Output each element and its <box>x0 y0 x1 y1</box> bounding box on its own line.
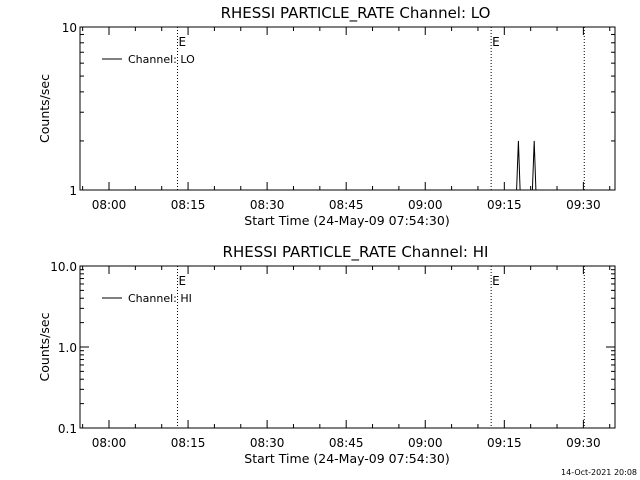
x-tick-label: 09:00 <box>408 436 443 450</box>
x-tick-label: 09:00 <box>408 198 443 212</box>
x-tick-label: 09:15 <box>487 436 522 450</box>
legend-label: Channel: LO <box>128 53 195 66</box>
x-tick-label: 08:30 <box>250 436 285 450</box>
y-tick-label: 1.0 <box>58 341 77 355</box>
x-tick-label: 08:15 <box>171 198 206 212</box>
x-axis-label: Start Time (24-May-09 07:54:30) <box>244 451 449 466</box>
panel-lo: RHESSI PARTICLE_RATE Channel: LO Start Ti… <box>37 4 616 228</box>
event-marker-label: E <box>179 274 187 288</box>
x-tick-label: 09:15 <box>487 198 522 212</box>
y-tick-label: 1 <box>69 184 77 198</box>
chart-title: RHESSI PARTICLE_RATE Channel: HI <box>223 243 489 262</box>
event-marker-label: E <box>492 35 500 49</box>
x-tick-label: 08:00 <box>92 198 127 212</box>
x-tick-label: 08:30 <box>250 198 285 212</box>
chart-title: RHESSI PARTICLE_RATE Channel: LO <box>221 4 491 23</box>
footer-timestamp: 14-Oct-2021 20:08 <box>561 468 637 477</box>
x-tick-label: 08:00 <box>92 436 127 450</box>
x-tick-label: 08:45 <box>329 436 364 450</box>
panel-hi: RHESSI PARTICLE_RATE Channel: HI Start Ti… <box>37 243 616 466</box>
event-marker-label: E <box>179 35 187 49</box>
y-axis-label: Counts/sec <box>37 312 52 381</box>
plot-frame <box>79 26 616 191</box>
y-axis-label: Counts/sec <box>37 74 52 143</box>
x-axis-label: Start Time (24-May-09 07:54:30) <box>244 213 449 228</box>
x-tick-label: 09:30 <box>566 436 601 450</box>
event-marker-label: E <box>492 274 500 288</box>
y-tick-label: 0.1 <box>58 422 77 436</box>
y-tick-label: 10.0 <box>50 260 77 274</box>
x-tick-label: 09:30 <box>566 198 601 212</box>
x-tick-label: 08:15 <box>171 436 206 450</box>
legend-label: Channel: HI <box>128 292 192 305</box>
plot-frame <box>79 265 616 429</box>
y-tick-label: 10 <box>62 21 77 35</box>
x-tick-label: 08:45 <box>329 198 364 212</box>
series-line <box>516 140 537 191</box>
